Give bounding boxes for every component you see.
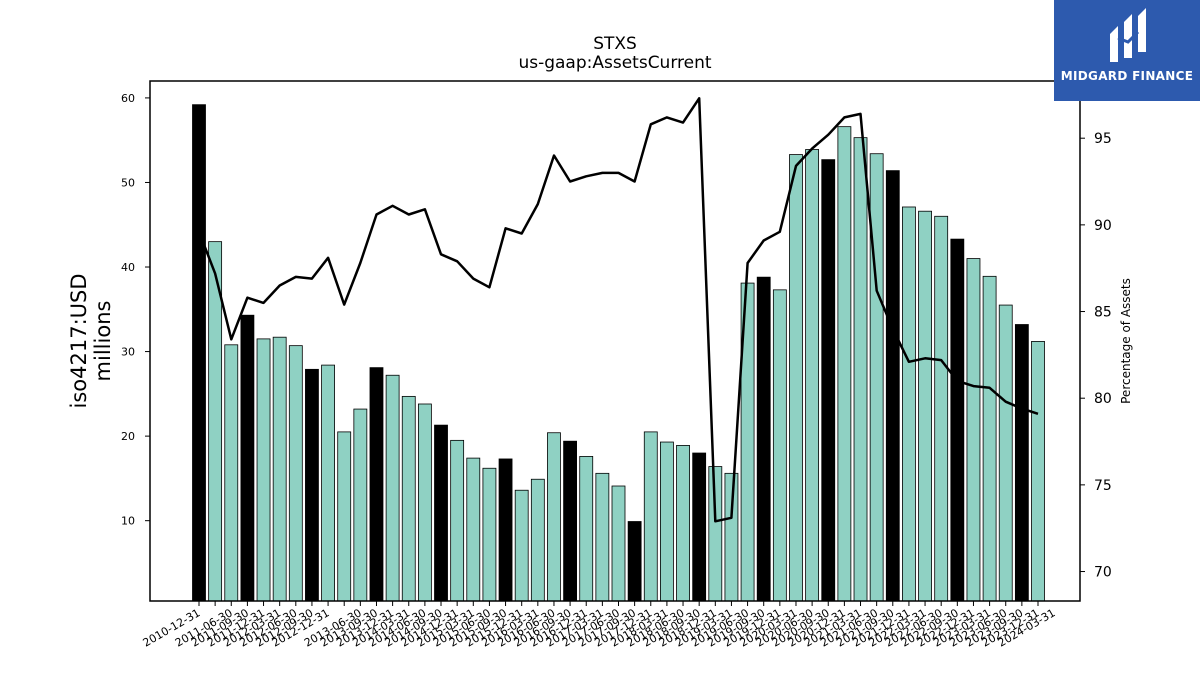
bar bbox=[934, 215, 949, 602]
bar bbox=[772, 289, 787, 602]
bar bbox=[611, 485, 626, 602]
bar bbox=[369, 367, 384, 602]
bar bbox=[821, 159, 836, 602]
bar bbox=[998, 304, 1013, 602]
bar bbox=[466, 457, 481, 602]
bar bbox=[1014, 324, 1029, 602]
bar bbox=[660, 441, 674, 602]
bar bbox=[805, 149, 820, 602]
bar bbox=[1031, 341, 1045, 602]
right-tick-label: 80 bbox=[1094, 391, 1112, 407]
bar bbox=[982, 275, 997, 602]
right-tick-label: 75 bbox=[1094, 478, 1112, 494]
left-tick-label: 30 bbox=[121, 346, 135, 359]
bar bbox=[353, 408, 368, 602]
bar bbox=[676, 445, 690, 602]
bars-layer bbox=[192, 104, 1045, 602]
bar bbox=[401, 395, 416, 602]
bar bbox=[966, 258, 981, 602]
percent-line-layer bbox=[197, 97, 1039, 523]
bar bbox=[192, 104, 206, 602]
bar bbox=[595, 472, 610, 602]
chart-subtitle: us-gaap:AssetsCurrent bbox=[518, 53, 711, 73]
bar bbox=[434, 424, 448, 602]
brand-logo: MIDGARD FINANCE bbox=[1054, 0, 1200, 101]
left-tick-label: 60 bbox=[121, 92, 135, 105]
bar bbox=[530, 478, 545, 602]
bar bbox=[321, 364, 335, 602]
bar bbox=[837, 126, 852, 602]
bar bbox=[417, 403, 432, 602]
bar bbox=[643, 431, 658, 602]
bar bbox=[224, 344, 239, 602]
bar bbox=[869, 153, 884, 602]
bar bbox=[256, 338, 271, 602]
bar bbox=[692, 452, 707, 602]
right-tick-label: 85 bbox=[1094, 305, 1112, 321]
left-tick-label: 20 bbox=[121, 430, 135, 443]
bar bbox=[724, 472, 739, 602]
bar bbox=[482, 467, 497, 602]
bar bbox=[547, 432, 561, 602]
bar bbox=[288, 345, 303, 602]
left-tick-label: 50 bbox=[121, 176, 135, 189]
bar bbox=[385, 374, 400, 602]
y-axis-label-right: Percentage of Assets bbox=[1119, 278, 1133, 404]
bar bbox=[885, 170, 900, 602]
bar bbox=[579, 456, 594, 602]
bar bbox=[789, 154, 803, 602]
bar bbox=[627, 521, 642, 602]
right-tick-label: 90 bbox=[1094, 218, 1112, 234]
left-tick-label: 40 bbox=[121, 261, 135, 274]
y-axis-label-left-line: millions bbox=[91, 301, 115, 382]
y-axis-label-left-line: iso4217:USD bbox=[67, 273, 91, 408]
bar bbox=[563, 440, 577, 602]
midgard-logo-icon bbox=[1110, 8, 1146, 62]
bar bbox=[272, 336, 287, 602]
right-tick-label: 95 bbox=[1094, 131, 1112, 147]
chart-title: STXS bbox=[593, 34, 637, 54]
x-axis: 2010-12-312011-06-302011-09-302011-12-31… bbox=[141, 601, 1058, 650]
right-tick-label: 70 bbox=[1094, 565, 1112, 581]
bar bbox=[240, 314, 255, 602]
left-tick-label: 10 bbox=[121, 515, 135, 528]
bar bbox=[337, 431, 352, 602]
bar bbox=[950, 238, 965, 602]
bar bbox=[853, 137, 868, 602]
bar bbox=[708, 466, 723, 602]
bar bbox=[305, 368, 319, 602]
percent-of-assets-line bbox=[197, 97, 1039, 523]
logo-text: MIDGARD FINANCE bbox=[1060, 69, 1194, 83]
y-axis-label-left: iso4217:USDmillions bbox=[67, 273, 115, 408]
right-axis: 70 75 80 85 90 95 bbox=[1080, 131, 1112, 581]
bar bbox=[902, 206, 916, 602]
bar bbox=[756, 276, 771, 602]
bar bbox=[918, 210, 932, 602]
bar bbox=[498, 458, 513, 602]
bar bbox=[514, 489, 529, 602]
bar bbox=[450, 439, 465, 602]
plot-frame bbox=[149, 80, 1081, 602]
left-axis: 10 20 30 40 50 60 bbox=[121, 92, 150, 528]
